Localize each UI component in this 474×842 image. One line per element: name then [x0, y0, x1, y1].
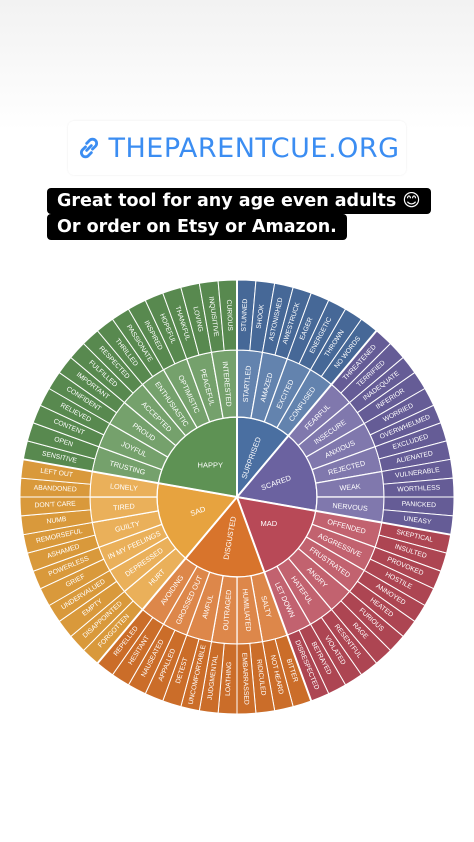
mid-label-sad: LONELY	[110, 481, 139, 492]
mid-label-sad: TIRED	[113, 501, 135, 512]
mid-label-surprised: STARTLED	[241, 365, 253, 403]
core-label-happy: HAPPY	[198, 461, 223, 470]
group-divider	[23, 458, 238, 498]
mid-label-disgusted: OUTRAGED	[221, 589, 234, 630]
outer-label-scared: UNEASY	[403, 515, 432, 526]
mid-label-scared: NERVOUS	[332, 501, 368, 513]
caption-line-1: Great tool for any age even adults 😊	[47, 188, 431, 214]
outer-label-sad: NUMB	[46, 516, 67, 526]
mid-label-disgusted: HUMILIATED	[241, 588, 254, 632]
group-divider	[96, 496, 238, 664]
outer-label-happy: CURIOUS	[225, 299, 233, 331]
group-divider	[236, 496, 451, 536]
link-icon	[79, 137, 98, 159]
link-text[interactable]: THEPARENTCUE.ORG	[108, 132, 400, 164]
link-sticker[interactable]: THEPARENTCUE.ORG	[68, 121, 406, 175]
mid-label-scared: WEAK	[339, 482, 361, 493]
group-divider	[236, 496, 313, 702]
outer-label-surprised: STUNNED	[241, 299, 249, 332]
outer-label-disgusted: EMBARRASSED	[240, 653, 249, 705]
outer-label-scared: WORTHLESS	[397, 485, 441, 494]
caption-line-2: Or order on Etsy or Amazon.	[47, 214, 347, 240]
group-divider	[236, 330, 378, 498]
outer-label-scared: PANICKED	[402, 501, 437, 509]
outer-label-surprised: SHOOK	[256, 303, 266, 329]
core-label-mad: MAD	[261, 519, 278, 528]
outer-label-disgusted: LOATHING	[225, 662, 233, 697]
top-background	[0, 0, 474, 130]
outer-label-sad: ABANDONED	[34, 485, 77, 494]
mid-label-happy: INTERESTED	[221, 361, 234, 407]
outer-label-disgusted: RIDICULED	[255, 659, 267, 696]
outer-label-sad: LEFT OUT	[40, 468, 73, 479]
outer-label-sad: DON'T CARE	[34, 501, 76, 510]
